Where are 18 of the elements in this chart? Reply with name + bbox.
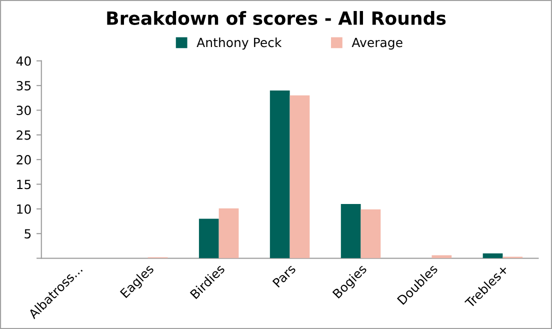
y-tick-label: 30 (16, 106, 31, 116)
y-tick-label: 5 (24, 229, 31, 239)
bar (290, 95, 310, 258)
bar (198, 218, 219, 258)
chart-title: Breakdown of scores - All Rounds (107, 11, 446, 25)
y-tick-label: 35 (16, 81, 31, 90)
bar (218, 208, 239, 258)
legend-label: Anthony Peck (196, 38, 282, 50)
bar (482, 253, 503, 258)
bar (340, 204, 361, 258)
y-tick-label: 40 (16, 56, 31, 66)
legend-label: Average (352, 38, 402, 50)
y-tick-label: 25 (16, 130, 31, 140)
bar (270, 90, 290, 258)
y-tick-label: 15 (17, 180, 31, 190)
y-tick-label: 20 (16, 155, 31, 164)
bar (360, 209, 381, 258)
y-tick-label: 10 (17, 204, 31, 214)
